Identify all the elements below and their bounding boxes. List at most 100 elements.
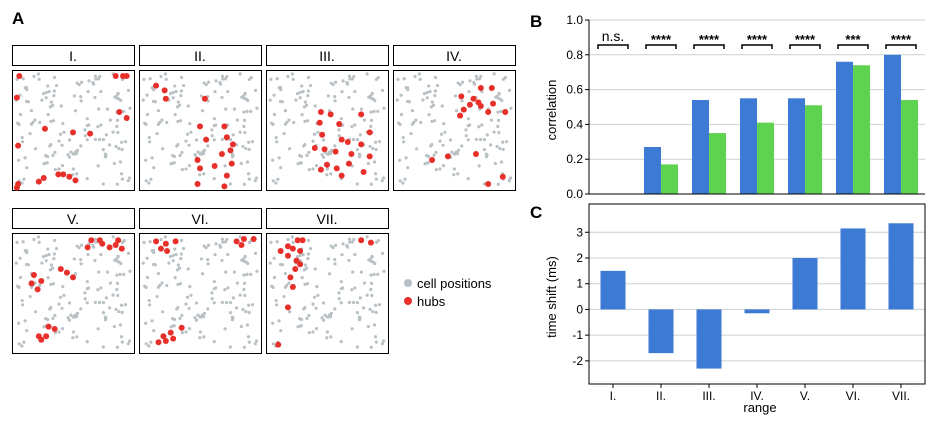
cell-position-dot [488, 143, 493, 147]
cell-position-dot [181, 83, 186, 88]
cell-position-dot [357, 152, 361, 156]
cell-position-dot [247, 140, 251, 144]
cell-position-dot [498, 146, 502, 151]
cell-position-dot [116, 255, 120, 259]
cell-position-dot [305, 316, 309, 320]
cell-position-dot [474, 137, 478, 141]
cell-position-dot [86, 89, 90, 94]
cell-position-dot [272, 275, 277, 280]
cell-position-dot [198, 152, 202, 156]
cell-position-dot [187, 306, 191, 310]
cell-position-dot [94, 240, 98, 244]
hub-dot [123, 73, 130, 79]
hub-dot [472, 151, 479, 157]
cell-position-dot [439, 132, 444, 136]
cell-position-dot [148, 303, 152, 307]
cell-position-dot [228, 137, 233, 142]
x-tick-label: III. [702, 389, 715, 403]
cell-position-dot [51, 119, 56, 123]
panel-title: III. [319, 48, 335, 64]
cell-position-dot [115, 124, 119, 129]
hub-dot [63, 269, 70, 276]
hub-map-panel: III. [266, 45, 389, 191]
cell-position-dot [83, 291, 87, 295]
hub-dot [344, 139, 351, 145]
cell-position-dot [85, 177, 89, 181]
cell-position-dot [282, 294, 286, 299]
cell-position-dot [268, 98, 272, 102]
hub-dot [197, 165, 203, 172]
hub-map-panel: II. [139, 45, 262, 191]
bar-time-shift [600, 270, 626, 310]
cell-position-dot [368, 307, 372, 312]
hub-dot [332, 148, 339, 155]
cell-position-dot [242, 345, 246, 349]
cell-position-dot [282, 131, 286, 136]
cell-position-dot [75, 335, 79, 339]
cell-position-dot [29, 122, 33, 126]
cell-position-dot [85, 138, 89, 142]
cell-position-dot [365, 72, 369, 76]
cell-position-dot [93, 137, 97, 141]
hub-dot [99, 240, 106, 247]
cell-position-dot [452, 152, 456, 156]
cell-position-dot [396, 77, 400, 81]
cell-position-dot [399, 112, 404, 117]
cell-position-dot [221, 77, 225, 81]
cell-position-dot [24, 262, 29, 267]
cell-position-dot [395, 98, 399, 102]
hub-dot [116, 109, 123, 115]
cell-position-dot [507, 88, 512, 92]
cell-position-dot [171, 96, 175, 100]
cell-position-dot [179, 252, 183, 256]
cell-position-dot [101, 311, 105, 315]
cell-position-dot [242, 273, 246, 277]
cell-position-dot [128, 269, 132, 273]
hub-dot [317, 166, 324, 173]
cell-position-dot [29, 285, 33, 289]
hub-dot [293, 257, 300, 264]
cell-position-dot [382, 269, 386, 273]
cell-position-dot [147, 135, 151, 140]
hub-dot [238, 242, 245, 248]
hub-maps: I. II. III. IV. V. VI. VII. [12, 45, 516, 354]
cell-position-dot [206, 80, 211, 84]
cell-position-dot [372, 323, 377, 327]
cell-position-dot [148, 140, 152, 144]
cell-position-dot [247, 147, 251, 152]
y-axis-label-time-shift: time shift (ms) [544, 256, 559, 338]
cell-position-dot [320, 153, 324, 157]
cell-position-dot [466, 138, 470, 142]
cell-position-dot [67, 138, 72, 142]
cell-position-dot [377, 140, 382, 144]
cell-position-dot [269, 240, 273, 244]
cell-position-dot [112, 161, 116, 166]
hub-map-panel: V. [12, 208, 135, 354]
cell-position-dot [303, 100, 307, 104]
cell-position-dot [145, 112, 150, 117]
cell-position-dot [117, 309, 121, 314]
hub-dot [477, 103, 484, 109]
cell-position-dot [176, 100, 180, 104]
cell-position-dot [374, 303, 378, 307]
cell-position-dot [425, 96, 429, 100]
cell-position-dot [287, 281, 291, 285]
cell-position-dot [441, 143, 445, 147]
cell-position-dot [244, 146, 248, 151]
cell-position-dot [176, 263, 180, 267]
cell-position-dot [67, 155, 72, 159]
cell-position-dot [271, 342, 275, 346]
cell-position-dot [184, 167, 188, 171]
cell-position-dot [247, 303, 251, 307]
cell-position-dot [290, 235, 295, 239]
cell-position-dot [274, 298, 278, 303]
cell-position-dot [52, 238, 57, 243]
cell-position-dot [101, 182, 105, 186]
cell-position-dot [243, 293, 247, 298]
hub-dot [228, 160, 235, 167]
x-tick-label: IV. [750, 389, 764, 403]
cell-position-dot [120, 147, 124, 152]
cell-position-dot [97, 300, 102, 305]
cell-position-dot [306, 94, 310, 98]
cell-position-dot [50, 266, 55, 270]
